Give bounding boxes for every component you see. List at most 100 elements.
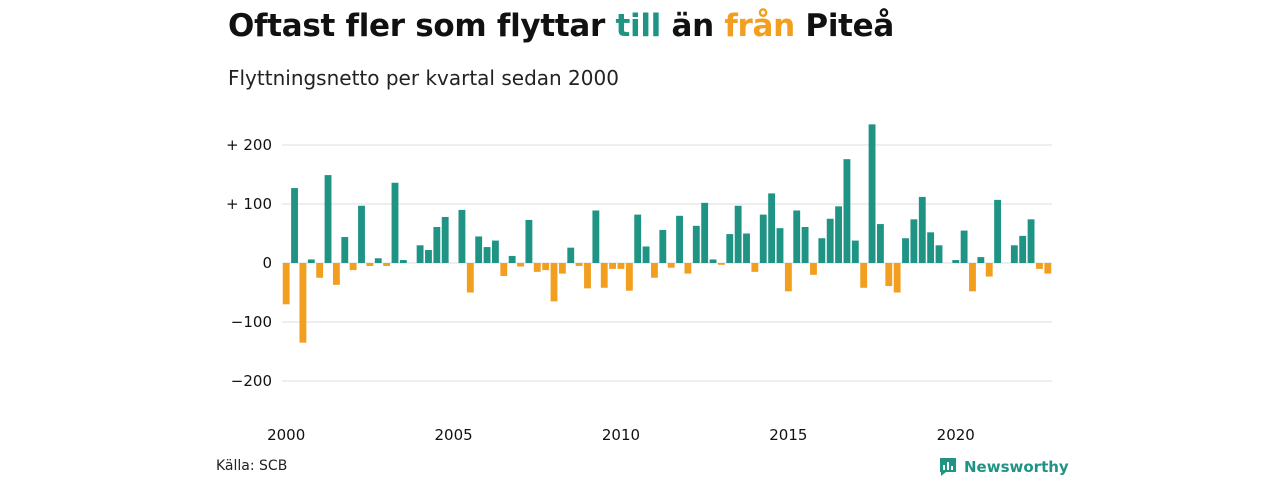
- bar: [851, 240, 859, 263]
- bar: [651, 263, 658, 278]
- bar: [617, 263, 625, 269]
- bar: [525, 219, 533, 263]
- bar: [734, 205, 742, 263]
- bar: [466, 263, 474, 293]
- bar: [994, 199, 1002, 263]
- bar: [291, 188, 298, 263]
- title-highlight-till: till: [615, 8, 661, 44]
- bar: [491, 240, 499, 263]
- bar: [425, 250, 432, 263]
- bar: [416, 245, 424, 263]
- bar: [533, 263, 541, 272]
- bar: [349, 263, 357, 271]
- bar: [876, 224, 884, 263]
- bar: [316, 263, 324, 278]
- bar: [960, 230, 968, 263]
- bar: [642, 246, 650, 263]
- bar: [592, 210, 600, 263]
- bar: [391, 182, 399, 263]
- bar: [969, 263, 976, 292]
- bar: [399, 260, 407, 263]
- bar: [910, 219, 918, 263]
- bar: [299, 263, 307, 343]
- bar: [801, 227, 809, 263]
- bar: [366, 263, 374, 266]
- bar: [1036, 263, 1043, 269]
- bar: [307, 259, 315, 263]
- x-tick-label: 2015: [769, 426, 807, 444]
- bar: [1027, 219, 1035, 263]
- bar: [500, 263, 508, 276]
- bar: [977, 257, 985, 263]
- bar: [282, 263, 290, 305]
- bar: [332, 263, 340, 285]
- bar: [768, 193, 776, 263]
- y-tick-label: −200: [231, 372, 272, 390]
- bar: [1019, 235, 1027, 263]
- bar: [793, 210, 801, 263]
- bar: [893, 263, 901, 293]
- bar: [902, 238, 909, 263]
- bar: [751, 263, 759, 272]
- bar: [810, 263, 817, 275]
- y-tick-label: + 200: [226, 136, 272, 154]
- x-tick-label: 2020: [937, 426, 975, 444]
- bar: [985, 263, 993, 277]
- bar: [759, 214, 767, 263]
- bar: [860, 263, 868, 288]
- bar: [717, 263, 725, 265]
- bar: [952, 260, 960, 263]
- source-note: Källa: SCB: [216, 458, 288, 474]
- bar: [517, 263, 524, 267]
- bar: [341, 237, 349, 263]
- bar: [843, 159, 851, 263]
- bar: [542, 263, 550, 271]
- bar: [935, 245, 943, 263]
- bar: [558, 263, 566, 274]
- gridlines: [282, 144, 1052, 382]
- bar: [567, 247, 575, 263]
- bars: [282, 124, 1052, 343]
- x-tick-label: 2010: [602, 426, 640, 444]
- bar: [784, 263, 792, 292]
- brand-logo: Newsworthy: [938, 456, 1069, 478]
- bar: [550, 263, 558, 302]
- bar: [433, 227, 441, 263]
- x-tick-label: 2005: [434, 426, 472, 444]
- bar: [383, 263, 391, 266]
- bar: [1010, 245, 1018, 263]
- bar: [743, 233, 750, 263]
- bar: [667, 263, 675, 268]
- chart-subtitle: Flyttningsnetto per kvartal sedan 2000: [228, 66, 619, 90]
- bar: [818, 238, 826, 263]
- bar: [324, 175, 332, 263]
- y-tick-label: −100: [231, 313, 272, 331]
- newsworthy-logo-icon: [940, 458, 956, 476]
- y-tick-label: 0: [262, 254, 272, 272]
- bar: [709, 259, 717, 263]
- bar: [441, 216, 449, 263]
- bar: [358, 205, 365, 263]
- bar: [458, 209, 466, 263]
- bar: [918, 196, 926, 263]
- bar: [483, 247, 491, 263]
- bar: [835, 206, 842, 263]
- bar: [584, 263, 591, 289]
- bar: [609, 263, 617, 269]
- bar: [374, 258, 382, 263]
- x-axis-ticks: 2000 2005 2010 2015 2020: [267, 426, 975, 444]
- x-tick-label: 2000: [267, 426, 305, 444]
- title-text-1: Oftast fler som flyttar: [228, 8, 616, 44]
- brand-name: Newsworthy: [964, 458, 1069, 476]
- bar: [826, 218, 834, 263]
- bar: [625, 263, 633, 291]
- bar: [885, 263, 893, 287]
- bar: [659, 229, 667, 263]
- chart-title: Oftast fler som flyttar till än från Pit…: [228, 8, 894, 44]
- bar: [475, 236, 483, 263]
- bar: [600, 263, 608, 288]
- bar: [1044, 263, 1052, 274]
- bar: [676, 215, 683, 263]
- bar: [776, 228, 784, 263]
